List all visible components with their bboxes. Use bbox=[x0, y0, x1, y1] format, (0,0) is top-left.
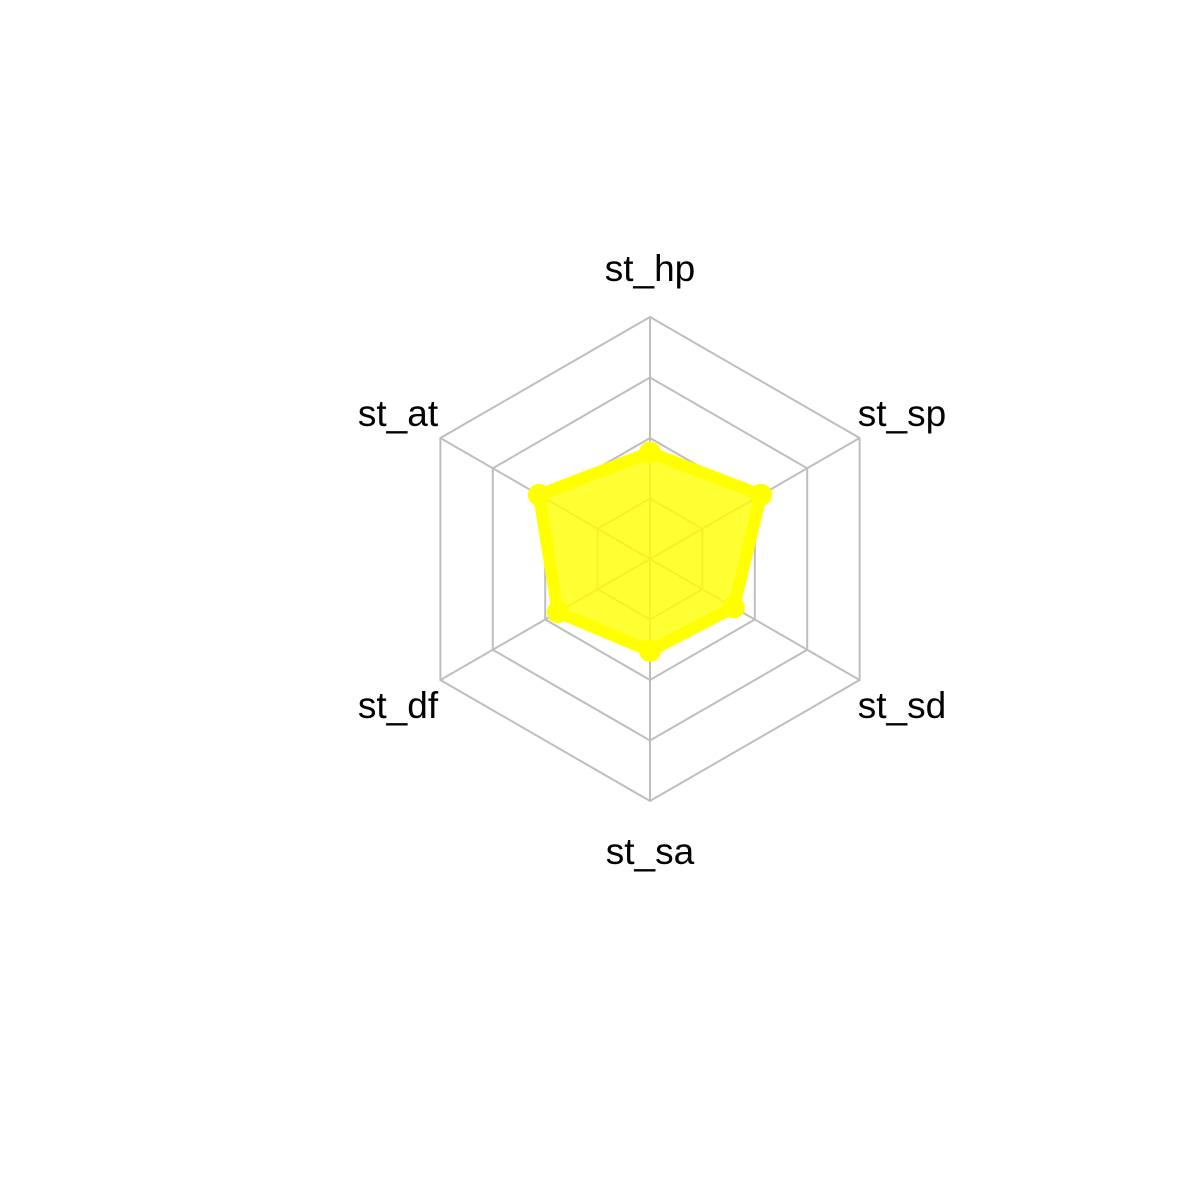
data-point-st_df bbox=[546, 601, 569, 624]
series-area bbox=[532, 446, 768, 657]
data-point-st_sp bbox=[750, 483, 773, 506]
axis-label-st_at: st_at bbox=[358, 393, 439, 434]
axis-label-st_hp: st_hp bbox=[605, 248, 696, 289]
axis-label-st_df: st_df bbox=[358, 685, 439, 726]
radar-series bbox=[527, 441, 773, 662]
axis-labels: st_hp st_sp st_sd st_sa st_df st_at bbox=[358, 248, 946, 872]
data-point-st_hp bbox=[639, 441, 661, 464]
data-point-st_at bbox=[527, 483, 550, 506]
axis-label-st_sa: st_sa bbox=[606, 831, 695, 872]
axis-label-st_sd: st_sd bbox=[858, 685, 946, 726]
data-point-st_sd bbox=[722, 596, 745, 619]
data-point-st_sa bbox=[639, 640, 661, 662]
axis-label-st_sp: st_sp bbox=[858, 393, 946, 434]
